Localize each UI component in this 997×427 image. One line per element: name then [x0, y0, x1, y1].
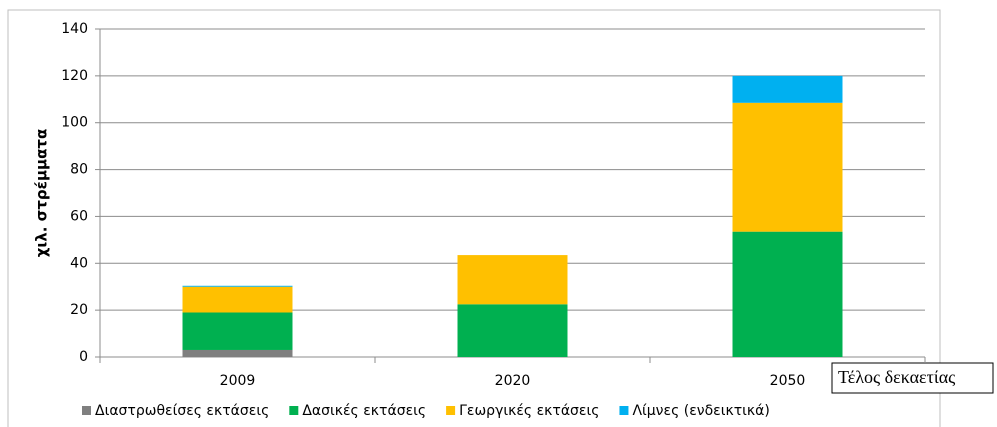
- y-tick-label: 80: [70, 162, 88, 178]
- y-tick-label: 40: [70, 255, 88, 271]
- bar-segment: [182, 349, 293, 357]
- y-tick-label: 0: [79, 349, 88, 365]
- legend-label: Γεωργικές εκτάσεις: [459, 403, 599, 419]
- x-tick-label: 2050: [770, 373, 806, 389]
- x-axis-label: Τέλος δεκαετίας: [838, 367, 955, 387]
- y-tick-label: 120: [61, 68, 88, 84]
- legend-label: Διαστρωθείσες εκτάσεις: [95, 403, 269, 419]
- y-tick-label: 60: [70, 208, 88, 224]
- y-axis-label: χιλ. στρέμματα: [33, 129, 51, 258]
- bar-segment: [182, 312, 293, 350]
- bar-segment: [732, 231, 843, 357]
- legend-label: Δασικές εκτάσεις: [302, 403, 426, 419]
- bar-segment: [182, 285, 293, 287]
- legend-swatch: [619, 406, 629, 415]
- x-tick-label: 2020: [495, 373, 531, 389]
- legend-swatch: [82, 406, 91, 415]
- bar-segment: [182, 286, 293, 313]
- y-tick-label: 20: [70, 302, 88, 318]
- bar-segment: [732, 75, 843, 103]
- y-tick-label: 100: [61, 115, 88, 131]
- x-label-box: [831, 362, 994, 394]
- legend-label: Λίμνες (ενδεικτικά): [632, 403, 769, 419]
- legend-swatch: [289, 406, 299, 415]
- y-tick-label: 140: [61, 21, 88, 37]
- legend-swatch: [446, 406, 456, 415]
- bar-segment: [732, 102, 843, 232]
- x-tick-label: 2009: [220, 373, 256, 389]
- bar-segment: [457, 255, 568, 305]
- bar-segment: [457, 304, 568, 357]
